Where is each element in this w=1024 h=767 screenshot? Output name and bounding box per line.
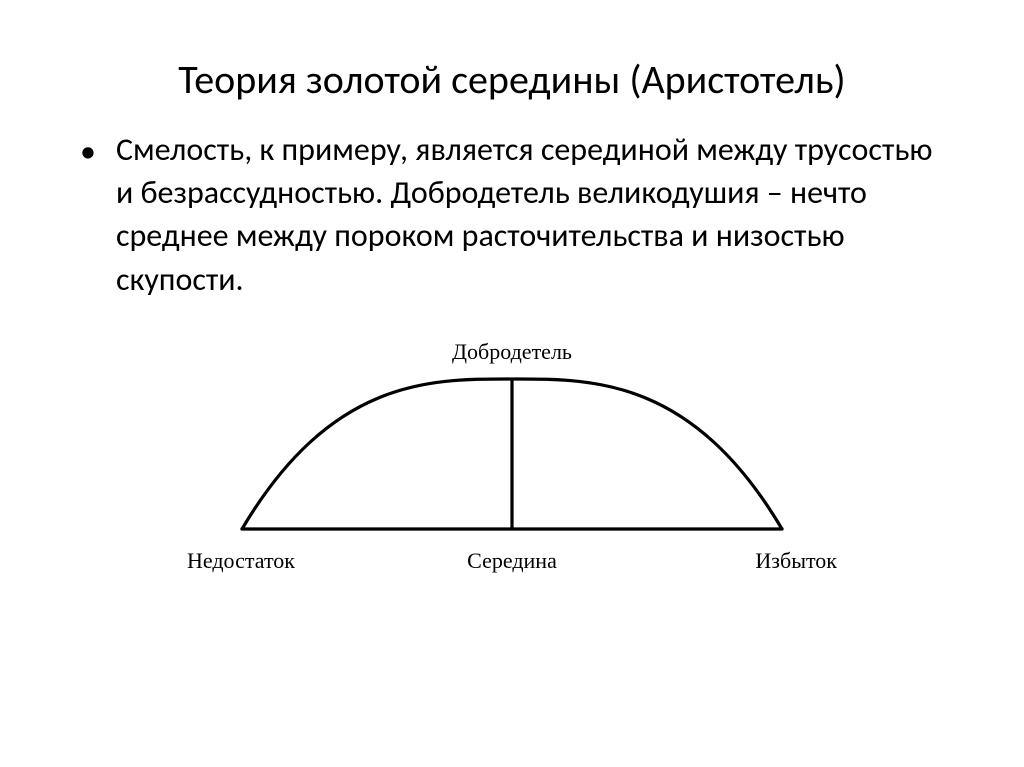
golden-mean-diagram: Добродетель Недостаток Середина Избыток (197, 339, 827, 574)
arc-svg (232, 369, 792, 539)
label-virtue: Добродетель (452, 339, 572, 365)
slide-title: Теория золотой середины (Аристотель) (50, 55, 974, 104)
diagram-container: Добродетель Недостаток Середина Избыток (50, 339, 974, 574)
label-mean: Середина (467, 548, 557, 574)
label-excess: Избыток (755, 548, 837, 574)
body-text: Смелость, к примеру, является серединой … (116, 128, 934, 301)
slide: Теория золотой середины (Аристотель) • С… (0, 0, 1024, 574)
body-row: • Смелость, к примеру, является середино… (50, 128, 974, 301)
label-deficiency: Недостаток (187, 548, 295, 574)
bullet-icon: • (80, 130, 96, 173)
